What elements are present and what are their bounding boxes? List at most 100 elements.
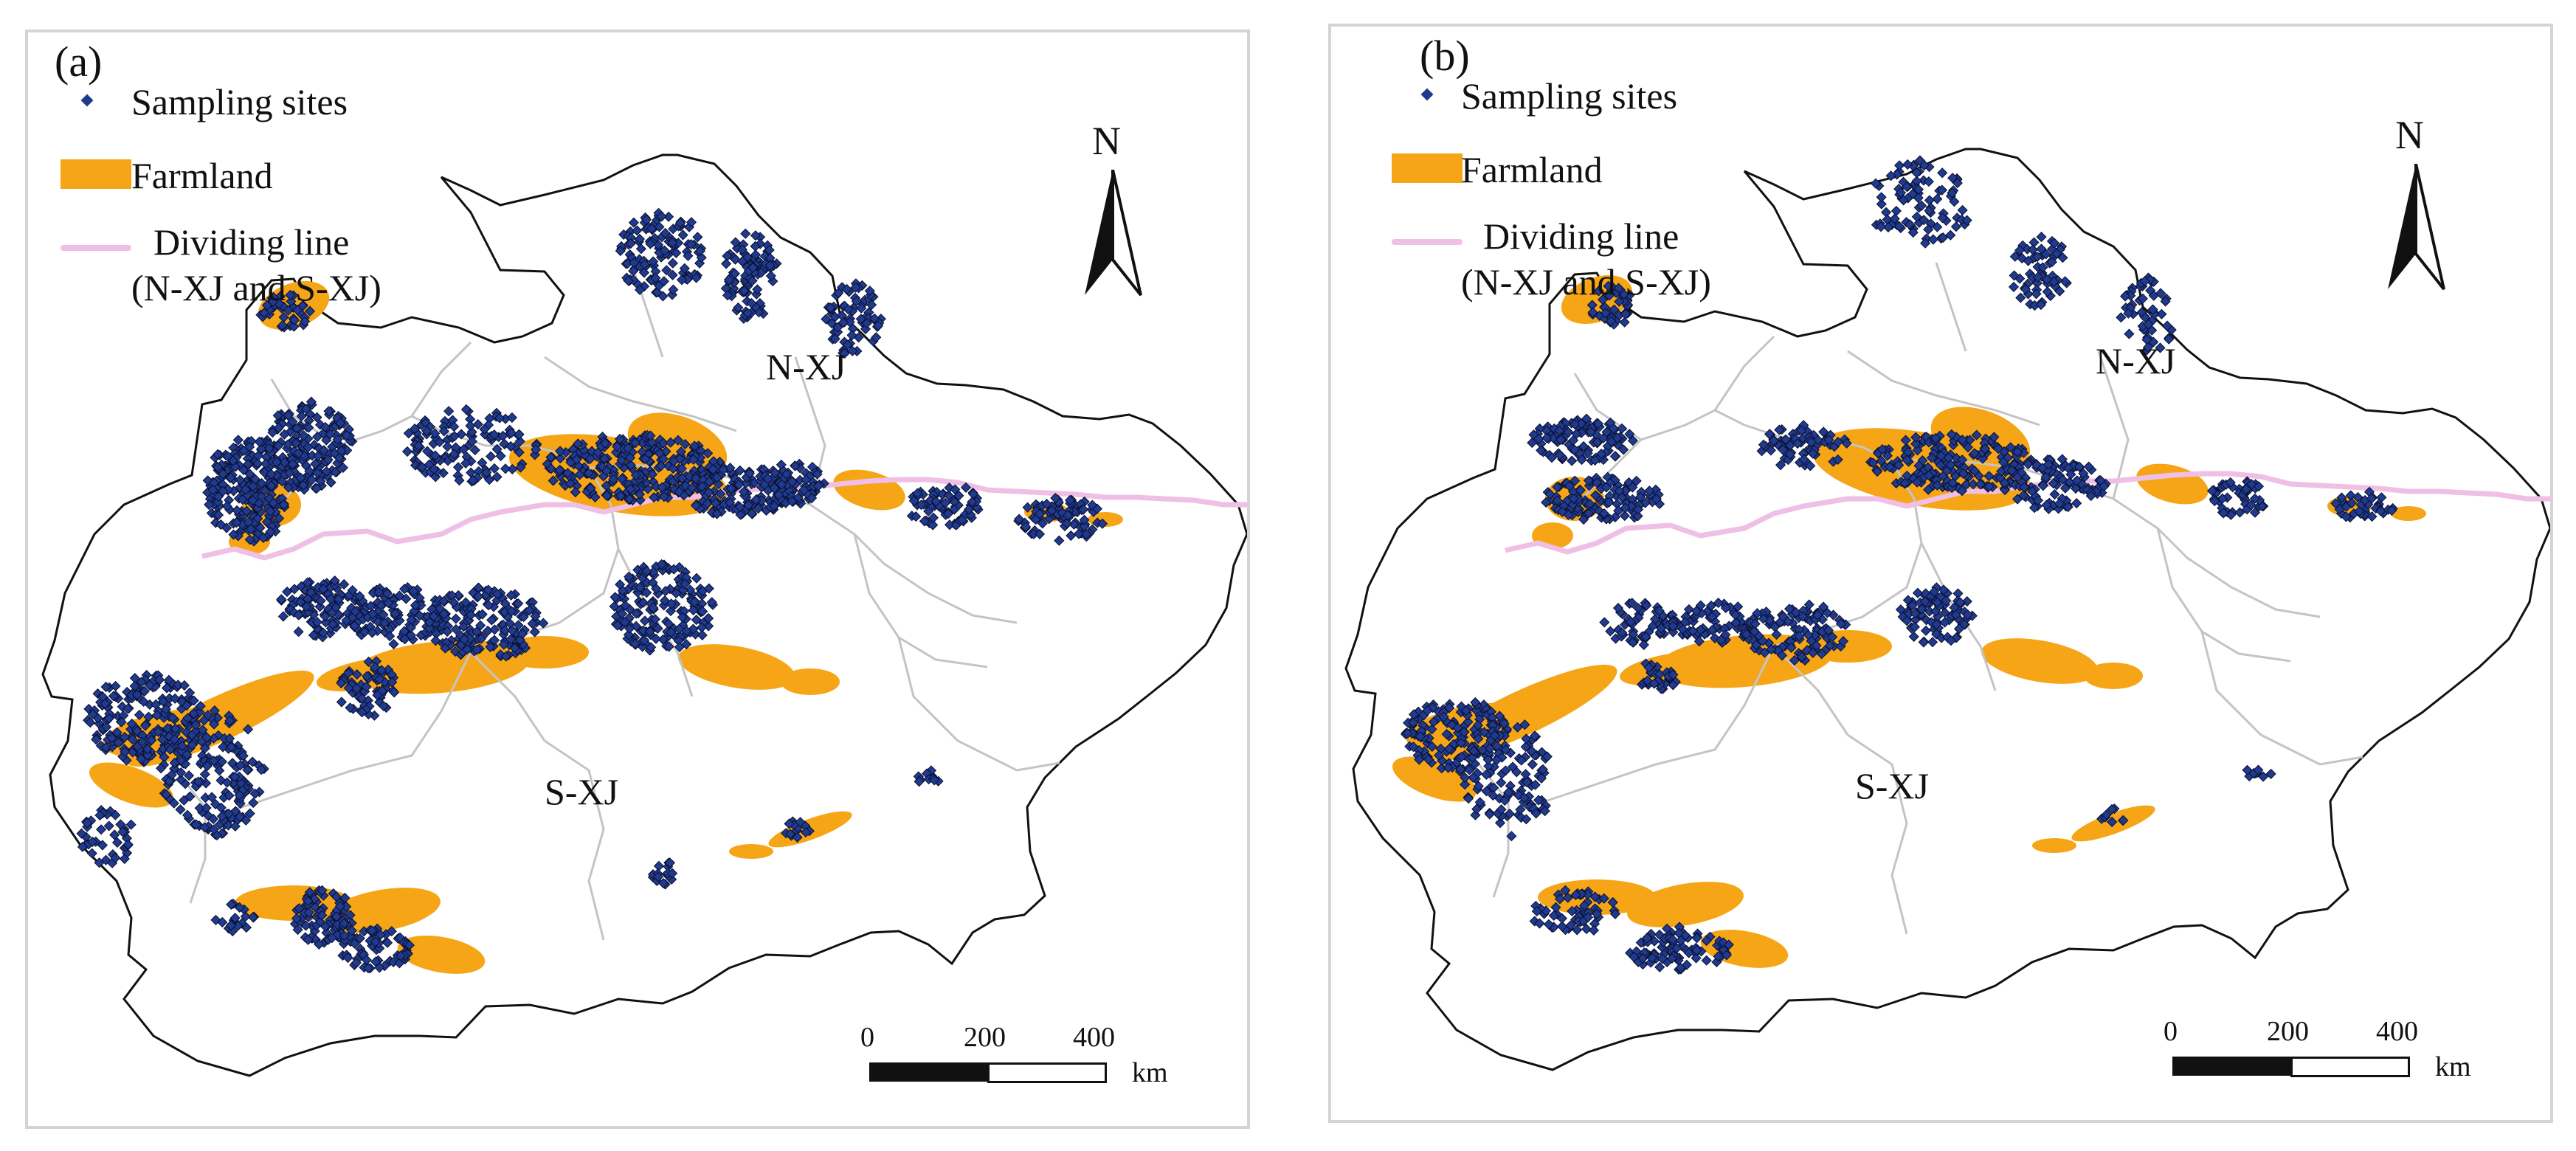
- sampling-site: [1034, 508, 1046, 519]
- sampling-site: [919, 516, 930, 527]
- north-arrow: N: [2383, 112, 2450, 297]
- sampling-site: [615, 245, 626, 257]
- sampling-site: [415, 600, 427, 611]
- sampling-site: [484, 413, 495, 424]
- sampling-site: [928, 519, 939, 530]
- sampling-site: [798, 485, 809, 496]
- sampling-site: [660, 227, 671, 239]
- sampling-site: [514, 429, 525, 440]
- sampling-site: [710, 497, 721, 508]
- sampling-site: [213, 462, 224, 473]
- farmland-patch: [729, 844, 773, 859]
- sampling-site: [674, 218, 686, 229]
- sampling-site: [461, 452, 472, 463]
- farmland-patch: [2084, 663, 2143, 689]
- sampling-site: [232, 505, 243, 516]
- sampling-site: [624, 452, 636, 463]
- sampling-site: [733, 302, 744, 314]
- sampling-site: [499, 606, 510, 618]
- sampling-site: [829, 333, 840, 345]
- sampling-site: [564, 478, 576, 489]
- sampling-site: [204, 499, 215, 511]
- sampling-site: [354, 590, 365, 602]
- sampling-site: [258, 307, 270, 319]
- scale-unit: km: [1132, 1057, 1168, 1088]
- county-boundary: [544, 356, 737, 432]
- sampling-site: [383, 598, 394, 609]
- sampling-site: [841, 283, 852, 295]
- sampling-site: [247, 481, 259, 492]
- sampling-site: [240, 484, 252, 495]
- sampling-site: [524, 605, 535, 616]
- sampling-site: [289, 314, 300, 326]
- sampling-site: [844, 317, 855, 328]
- sampling-site: [365, 601, 376, 612]
- sampling-site: [291, 438, 302, 449]
- sampling-site: [438, 609, 449, 620]
- region-label-south: S-XJ: [1855, 765, 1930, 806]
- sampling-site: [287, 416, 298, 427]
- sampling-site: [410, 424, 421, 435]
- sampling-site: [634, 488, 646, 500]
- sampling-site: [297, 480, 309, 491]
- sampling-site: [630, 438, 641, 449]
- north-arrow-icon: [2388, 164, 2445, 291]
- sampling-site: [657, 438, 669, 449]
- sampling-site: [655, 460, 666, 471]
- sampling-site: [740, 228, 751, 239]
- sampling-site: [752, 284, 763, 295]
- sampling-site: [454, 475, 465, 486]
- sampling-site: [661, 265, 672, 276]
- sampling-site: [667, 237, 678, 249]
- sampling-site: [359, 626, 370, 637]
- sampling-site: [443, 406, 455, 417]
- sampling-site: [310, 458, 321, 469]
- sampling-site: [730, 237, 741, 248]
- sampling-site: [247, 495, 258, 506]
- sampling-site: [349, 621, 360, 632]
- sampling-site: [215, 519, 227, 530]
- sampling-site: [379, 618, 390, 629]
- sampling-site: [667, 257, 678, 269]
- sampling-site: [646, 223, 657, 234]
- sampling-site: [930, 496, 942, 507]
- sampling-site: [299, 316, 311, 327]
- sampling-site: [317, 584, 329, 595]
- sampling-site: [497, 430, 508, 441]
- sampling-site: [329, 576, 340, 587]
- sampling-site: [736, 244, 747, 255]
- sampling-site: [639, 259, 650, 270]
- sampling-site: [1029, 528, 1040, 539]
- sampling-site: [671, 247, 682, 258]
- sampling-site: [289, 321, 300, 332]
- sampling-sites: [76, 207, 1108, 974]
- sampling-site: [689, 440, 700, 452]
- north-arrow-letter: N: [1092, 119, 1121, 163]
- legend-dividing-line-label: Dividing line: [1483, 215, 1679, 257]
- sampling-site: [235, 474, 246, 485]
- sampling-site: [601, 466, 612, 477]
- sampling-site: [213, 449, 224, 460]
- sampling-site: [1037, 518, 1048, 529]
- sampling-site: [442, 626, 453, 637]
- sampling-site: [373, 616, 384, 627]
- sampling-site: [750, 494, 762, 505]
- sampling-site: [500, 598, 511, 609]
- sampling-site: [668, 463, 679, 474]
- sampling-site: [750, 230, 761, 241]
- sampling-site: [321, 466, 332, 477]
- sampling-site: [943, 508, 954, 519]
- sampling-site: [449, 421, 460, 432]
- sampling-site: [733, 479, 745, 490]
- sampling-site: [625, 238, 636, 249]
- sampling-site: [394, 590, 405, 601]
- sampling-site: [256, 477, 267, 489]
- sampling-site: [1079, 521, 1090, 532]
- sampling-site: [258, 532, 269, 543]
- sampling-site: [254, 436, 265, 447]
- sampling-site: [285, 289, 296, 301]
- sampling-site: [515, 462, 526, 473]
- sampling-site: [912, 488, 923, 499]
- sampling-site: [318, 445, 330, 456]
- sampling-site: [688, 454, 699, 465]
